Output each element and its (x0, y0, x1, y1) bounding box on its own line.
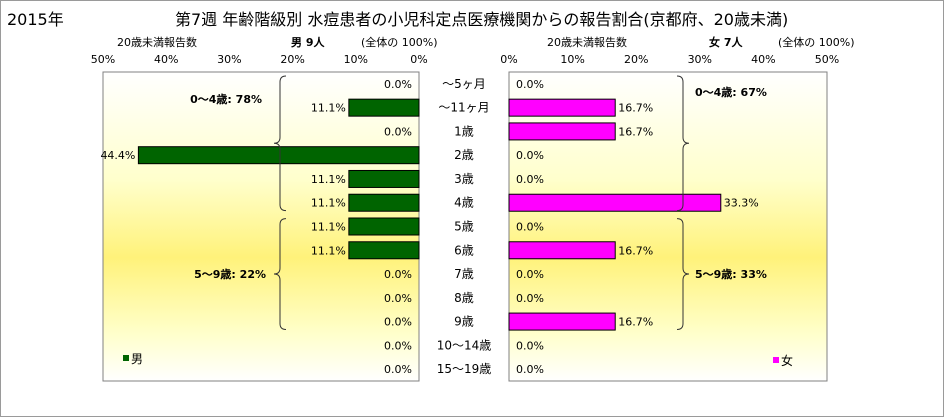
female-group-0-4-bracket (676, 75, 690, 212)
male-value-label: 11.1% (311, 173, 346, 186)
female-total-label: (全体の 100%) (778, 36, 855, 49)
female-plot-area (508, 71, 828, 382)
female-value-label: 0.0% (516, 268, 544, 281)
male-bar (137, 146, 420, 165)
male-value-label: 0.0% (384, 78, 412, 91)
female-bar (508, 122, 616, 141)
female-group-5-9-label: 5～9歳: 33% (695, 267, 767, 281)
category-label: 3歳 (454, 172, 474, 186)
year-label: 2015年 (7, 10, 64, 29)
male-group-0-4-bracket (273, 75, 287, 212)
male-legend-label: 男 (131, 352, 143, 366)
female-x-tick: 10% (560, 53, 584, 66)
female-series-title: 女 7人 (709, 36, 743, 49)
male-x-tick: 40% (154, 53, 178, 66)
female-x-tick: 0% (500, 53, 517, 66)
male-value-label: 11.1% (311, 197, 346, 210)
male-x-tick: 30% (217, 53, 241, 66)
female-value-label: 16.7% (618, 125, 653, 138)
male-bar (348, 169, 420, 188)
male-value-label: 0.0% (384, 268, 412, 281)
male-group-5-9-label: 5～9歳: 22% (194, 267, 266, 281)
male-value-label: 0.0% (384, 363, 412, 376)
female-legend-swatch (773, 357, 779, 363)
male-value-label: 0.0% (384, 125, 412, 138)
chart-title: 第7週 年齢階級別 水痘患者の小児科定点医療機関からの報告割合(京都府、20歳未… (175, 10, 789, 29)
male-bar (348, 193, 420, 212)
male-bar (348, 98, 420, 117)
female-group-5-9-bracket (676, 218, 690, 330)
male-series-title: 男 9人 (291, 36, 325, 49)
male-legend-swatch (123, 355, 129, 361)
female-x-tick: 40% (751, 53, 775, 66)
male-x-tick: 0% (410, 53, 427, 66)
male-value-label: 11.1% (311, 221, 346, 234)
female-x-tick: 50% (815, 53, 839, 66)
female-value-label: 16.7% (618, 244, 653, 257)
female-bar (508, 241, 616, 260)
male-value-label: 11.1% (311, 244, 346, 257)
male-total-label: (全体の 100%) (361, 36, 438, 49)
category-label: ～11ヶ月 (438, 101, 489, 115)
category-label: 6歳 (454, 243, 474, 257)
female-axis-label: 20歳未満報告数 (547, 36, 627, 49)
male-bar (348, 217, 420, 236)
category-label: 2歳 (454, 148, 474, 162)
female-value-label: 0.0% (516, 363, 544, 376)
category-label: ～5ヶ月 (442, 77, 486, 91)
male-value-label: 0.0% (384, 292, 412, 305)
category-label: 8歳 (454, 291, 474, 305)
female-bar (508, 98, 616, 117)
male-x-tick: 10% (344, 53, 368, 66)
female-value-label: 0.0% (516, 221, 544, 234)
male-bar (348, 241, 420, 260)
female-value-label: 0.0% (516, 339, 544, 352)
female-value-label: 0.0% (516, 292, 544, 305)
female-x-tick: 30% (688, 53, 712, 66)
category-label: 5歳 (454, 220, 474, 234)
male-value-label: 44.4% (100, 149, 135, 162)
female-value-label: 16.7% (618, 316, 653, 329)
male-group-5-9-bracket (273, 218, 287, 330)
category-label: 15～19歳 (437, 362, 492, 376)
female-group-0-4-label: 0～4歳: 67% (695, 85, 767, 99)
female-value-label: 16.7% (618, 102, 653, 115)
category-label: 10～14歳 (437, 338, 492, 352)
female-value-label: 0.0% (516, 149, 544, 162)
male-value-label: 0.0% (384, 316, 412, 329)
male-x-tick: 50% (91, 53, 115, 66)
male-x-tick: 20% (280, 53, 304, 66)
female-bar (508, 312, 616, 331)
category-label: 4歳 (454, 196, 474, 210)
female-value-label: 0.0% (516, 173, 544, 186)
male-axis-label: 20歳未満報告数 (117, 36, 197, 49)
male-value-label: 11.1% (311, 102, 346, 115)
male-value-label: 0.0% (384, 339, 412, 352)
category-label: 1歳 (454, 124, 474, 138)
female-value-label: 33.3% (724, 197, 759, 210)
female-legend-label: 女 (781, 353, 793, 368)
female-bar (508, 193, 722, 212)
female-x-tick: 20% (624, 53, 648, 66)
category-label: 7歳 (454, 267, 474, 281)
category-label: 9歳 (454, 315, 474, 329)
male-group-0-4-label: 0～4歳: 78% (190, 92, 262, 106)
female-value-label: 0.0% (516, 78, 544, 91)
